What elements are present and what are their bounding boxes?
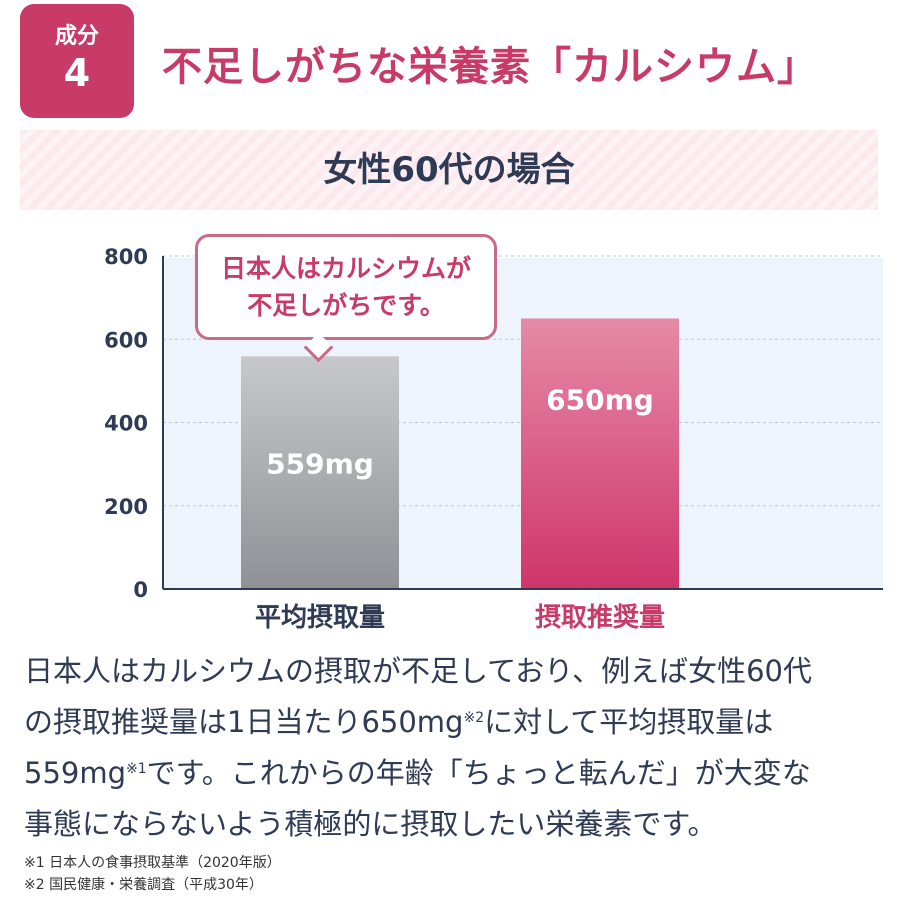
description-line-3: 559mg※1です。これからの年齢「ちょっと転んだ」が大変な bbox=[24, 748, 884, 799]
callout-box bbox=[195, 234, 497, 340]
bar-value-label: 559mg bbox=[266, 447, 374, 480]
description-line-2: の摂取推奨量は1日当たり650mg※2に対して平均摂取量は bbox=[24, 697, 884, 748]
x-category-label: 平均摂取量 bbox=[255, 602, 385, 633]
y-tick-label: 0 bbox=[133, 578, 148, 602]
y-tick-label: 400 bbox=[104, 412, 148, 436]
ingredient-badge: 成分 4 bbox=[20, 4, 134, 118]
y-tick-label: 200 bbox=[104, 495, 148, 519]
y-tick-label: 800 bbox=[104, 245, 148, 269]
subtitle-band bbox=[20, 130, 878, 210]
y-tick-label: 600 bbox=[104, 328, 148, 352]
footnote-2: ※2 国民健康・栄養調査（平成30年） bbox=[24, 877, 263, 893]
description-text: 日本人はカルシウムの摂取が不足しており、例えば女性60代 の摂取推奨量は1日当た… bbox=[24, 646, 884, 850]
description-line-3b: です。これからの年齢「ちょっと転んだ」が大変な bbox=[146, 756, 811, 790]
badge-label: 成分 bbox=[54, 24, 99, 49]
callout-text: 日本人はカルシウムが 不足しがちです。 bbox=[195, 250, 497, 324]
description-line-2b: に対して平均摂取量は bbox=[484, 705, 774, 739]
bar-2 bbox=[521, 318, 679, 589]
callout-line-2: 不足しがちです。 bbox=[247, 291, 445, 320]
description-line-1: 日本人はカルシウムの摂取が不足しており、例えば女性60代 bbox=[24, 654, 813, 688]
chart-subtitle: 女性60代の場合 bbox=[323, 150, 575, 190]
footnote-1: ※1 日本人の食事摂取基準（2020年版） bbox=[24, 855, 281, 871]
footnote-ref-1: ※1 bbox=[126, 761, 147, 777]
x-category-label: 摂取推奨量 bbox=[535, 602, 665, 633]
callout-line-1: 日本人はカルシウムが bbox=[220, 254, 471, 283]
footnotes: ※1 日本人の食事摂取基準（2020年版） ※2 国民健康・栄養調査（平成30年… bbox=[24, 852, 884, 896]
footnote-ref-2: ※2 bbox=[463, 710, 485, 726]
badge-number: 4 bbox=[63, 51, 91, 95]
page-title: 不足しがちな栄養素「カルシウム」 bbox=[162, 44, 818, 90]
bar-value-label: 650mg bbox=[546, 384, 654, 417]
bar-1 bbox=[241, 356, 399, 589]
description-line-4: 事態にならないよう積極的に摂取したい栄養素です。 bbox=[24, 807, 717, 841]
description-line-2a: の摂取推奨量は1日当たり650mg bbox=[24, 705, 464, 739]
description-line-3a: 559mg bbox=[24, 756, 127, 790]
